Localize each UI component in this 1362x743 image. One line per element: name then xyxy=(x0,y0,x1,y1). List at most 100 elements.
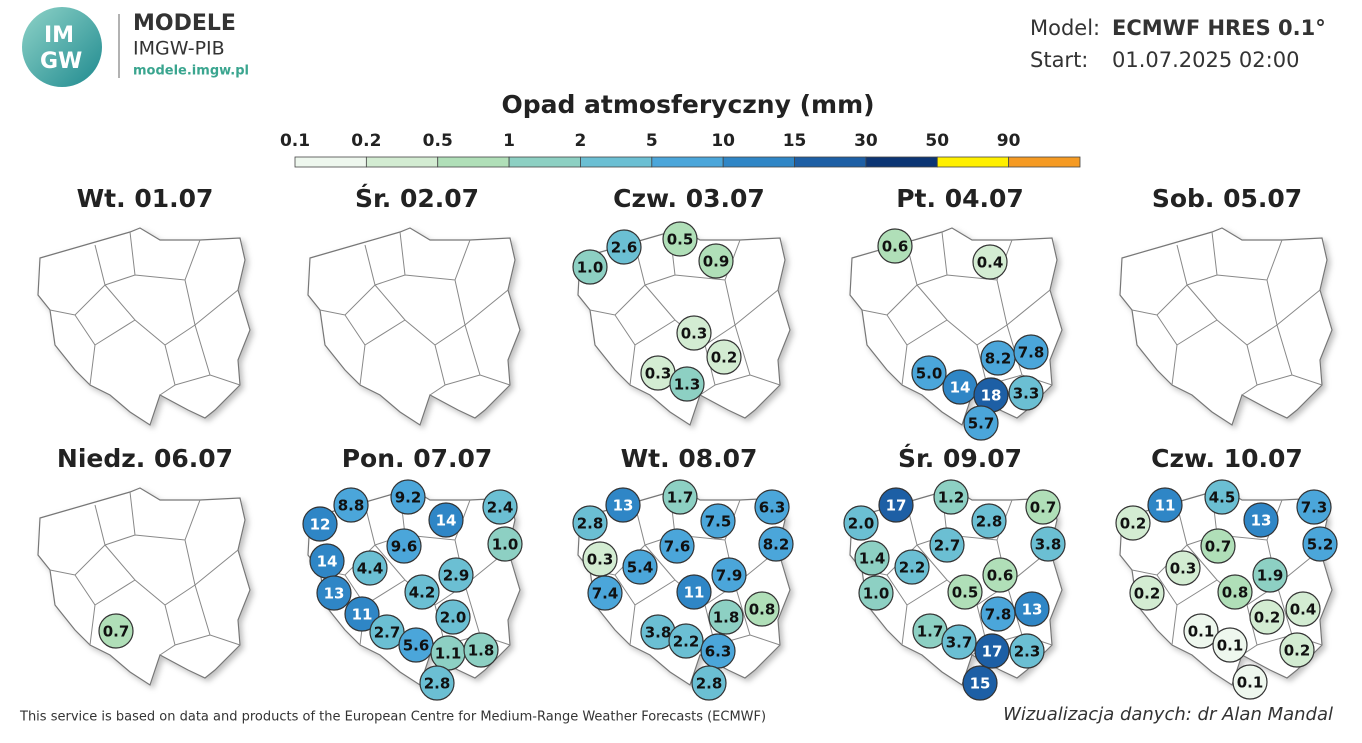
bubble xyxy=(302,506,338,542)
panel: Sob. 05.07 xyxy=(1120,184,1332,425)
bubble xyxy=(435,599,471,635)
bubble xyxy=(572,249,608,285)
legend-swatch xyxy=(365,156,439,168)
legend: 0.1 0.2 0.5 1 2 5 10 15 30 50 90 xyxy=(280,131,1081,168)
bubble-label: 9.6 xyxy=(391,538,418,556)
bubble xyxy=(972,244,1008,280)
bubble xyxy=(706,339,742,375)
url[interactable]: modele.imgw.pl xyxy=(133,64,249,79)
bubble-label: 14 xyxy=(436,512,457,530)
footer-source: This service is based on data and produc… xyxy=(19,710,766,725)
bubble-label: 13 xyxy=(1251,512,1272,530)
panel-title: Śr. 02.07 xyxy=(355,183,479,213)
bubble-label: 2.8 xyxy=(696,675,723,693)
bubble-label: 6.3 xyxy=(705,643,732,661)
bubble-label: 7.9 xyxy=(716,567,743,585)
legend-swatch xyxy=(865,156,938,168)
map xyxy=(38,228,250,425)
bubble xyxy=(1147,487,1183,523)
bubble xyxy=(941,624,977,660)
bubble-label: 7.5 xyxy=(705,513,732,531)
bubble xyxy=(1249,599,1285,635)
bubble xyxy=(894,549,930,585)
bubble-label: 1.0 xyxy=(577,259,604,277)
bubble xyxy=(1212,627,1248,663)
bubble xyxy=(1279,632,1315,668)
bubble xyxy=(1217,574,1253,610)
bubble-label: 2.6 xyxy=(611,239,638,257)
bubble xyxy=(1200,528,1236,564)
legend-label: 5 xyxy=(646,131,658,151)
model-label: Model: xyxy=(1030,16,1100,40)
map xyxy=(308,228,520,425)
bubble-label: 0.5 xyxy=(952,584,979,602)
start: 01.07.2025 02:00 xyxy=(1112,48,1299,72)
bubble-label: 14 xyxy=(317,553,338,571)
bubble xyxy=(572,505,608,541)
bubble xyxy=(963,405,999,441)
bubble xyxy=(386,528,422,564)
bubble-label: 13 xyxy=(324,585,345,603)
bubble-label: 11 xyxy=(1155,497,1176,515)
bubble-label: 0.3 xyxy=(1170,560,1197,578)
bubble xyxy=(962,665,998,701)
panel: Pt. 04.07 0.6 0.4 8.2 7.8 5.0 14 18 3.3 5.7 xyxy=(850,184,1062,441)
bubble-label: 0.9 xyxy=(703,253,730,271)
bubble-label: 5.0 xyxy=(916,365,943,383)
bubble-label: 3.8 xyxy=(1035,536,1062,554)
bubble xyxy=(316,575,352,611)
bubble xyxy=(947,574,983,610)
footer-credit: Wizualizacja danych: dr Alan Mandal xyxy=(1003,704,1333,725)
bubble xyxy=(582,541,618,577)
panel: Wt. 01.07 xyxy=(38,184,250,425)
legend-label: 0.1 xyxy=(280,131,310,151)
bubble-label: 3.7 xyxy=(946,634,973,652)
bubble xyxy=(659,528,695,564)
bubble-label: 1.8 xyxy=(713,609,740,627)
bubble xyxy=(1030,526,1066,562)
bubble xyxy=(487,526,523,562)
bubble-label: 0.2 xyxy=(711,349,738,367)
bubble xyxy=(1008,375,1044,411)
bubble-label: 0.1 xyxy=(1217,637,1244,655)
model: ECMWF HRES 0.1° xyxy=(1112,16,1326,40)
bubble xyxy=(662,221,698,257)
bubble-label: 0.2 xyxy=(1284,642,1311,660)
panel: Śr. 02.07 xyxy=(308,183,520,425)
bubble-label: 0.7 xyxy=(1030,499,1057,517)
bubble xyxy=(982,557,1018,593)
bubble-label: 1.3 xyxy=(674,376,701,394)
panel-title: Sob. 05.07 xyxy=(1152,184,1302,213)
bubble-label: 13 xyxy=(1022,601,1043,619)
bubble-label: 0.6 xyxy=(987,567,1014,585)
bubble-label: 4.2 xyxy=(409,584,436,602)
legend-swatch xyxy=(936,156,1010,168)
bubble xyxy=(854,540,890,576)
bubble-label: 4.5 xyxy=(1209,489,1236,507)
panel-title: Wt. 01.07 xyxy=(77,184,214,213)
bubble-label: 14 xyxy=(950,379,971,397)
legend-label: 15 xyxy=(783,131,807,151)
bubble xyxy=(1165,550,1201,586)
bubble-label: 11 xyxy=(684,584,705,602)
bubble-label: 3.3 xyxy=(1013,385,1040,403)
bubble-label: 12 xyxy=(310,516,331,534)
bubble-label: 0.1 xyxy=(1188,623,1215,641)
bubble-label: 0.4 xyxy=(1290,601,1317,619)
bubble-label: 7.6 xyxy=(664,538,691,556)
bubble xyxy=(1296,489,1332,525)
bubble-label: 17 xyxy=(886,497,907,515)
panel: Pon. 07.07 8.8 9.2 12 14 2.4 1.0 14 9.6 4.4 2.9 13 4… xyxy=(302,444,523,701)
bubble xyxy=(843,505,879,541)
bubble xyxy=(428,502,464,538)
bubble-label: 0.2 xyxy=(1120,515,1147,533)
bubble-label: 1.2 xyxy=(938,489,965,507)
bubble xyxy=(605,487,641,523)
bubble-label: 3.8 xyxy=(645,624,672,642)
bubble-label: 1.8 xyxy=(468,642,495,660)
bubble xyxy=(758,526,794,562)
bubble xyxy=(929,527,965,563)
bubble-label: 2.7 xyxy=(934,537,961,555)
bubble-label: 5.4 xyxy=(627,559,654,577)
bubble xyxy=(698,243,734,279)
